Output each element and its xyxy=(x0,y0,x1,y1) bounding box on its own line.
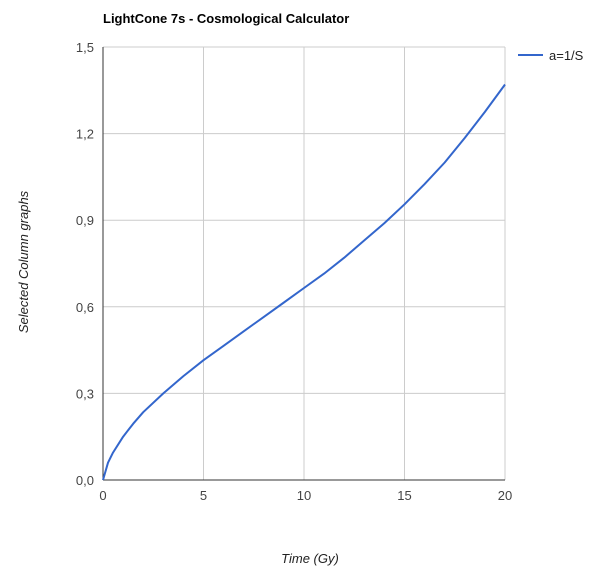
series-line xyxy=(102,83,506,481)
x-tick-label: 15 xyxy=(397,488,411,503)
x-tick-label: 0 xyxy=(99,488,106,503)
chart-title: LightCone 7s - Cosmological Calculator xyxy=(103,11,349,26)
x-tick-label: 20 xyxy=(498,488,512,503)
tick-labels: 0 5 10 15 20 0,0 0,3 0,6 0,9 1,2 1,5 xyxy=(76,40,512,503)
y-tick-label: 0,3 xyxy=(76,386,94,401)
chart-axes xyxy=(102,47,505,481)
x-tick-label: 10 xyxy=(297,488,311,503)
x-axis-label: Time (Gy) xyxy=(281,551,339,566)
y-axis-label: Selected Column graphs xyxy=(16,190,31,333)
legend-label: a=1/S xyxy=(549,48,584,63)
y-tick-label: 0,9 xyxy=(76,213,94,228)
chart-grid xyxy=(103,46,506,480)
legend: a=1/S xyxy=(518,48,584,63)
plot-area xyxy=(102,83,506,481)
y-tick-label: 0,0 xyxy=(76,473,94,488)
y-tick-label: 1,2 xyxy=(76,127,94,142)
x-tick-label: 5 xyxy=(200,488,207,503)
y-tick-label: 0,6 xyxy=(76,300,94,315)
y-tick-label: 1,5 xyxy=(76,40,94,55)
